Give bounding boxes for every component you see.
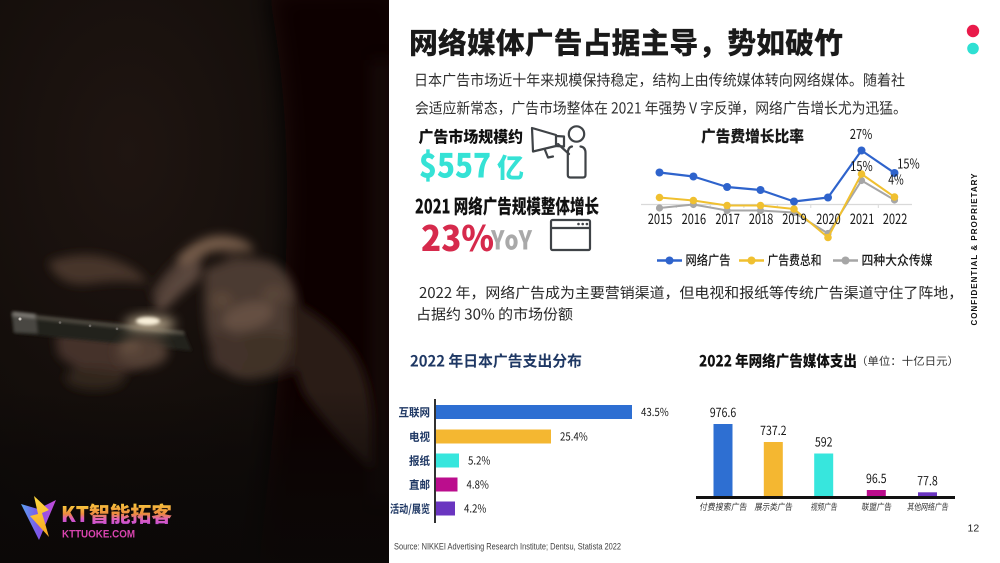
svg-text:Source: NIKKEI Advertising Res: Source: NIKKEI Advertising Research Inst… xyxy=(394,542,621,552)
svg-text:KTTUOKE.COM: KTTUOKE.COM xyxy=(62,529,135,541)
svg-text:CONFIDENTIAL & PROPRIETARY: CONFIDENTIAL & PROPRIETARY xyxy=(970,172,979,325)
svg-text:12: 12 xyxy=(968,523,980,535)
